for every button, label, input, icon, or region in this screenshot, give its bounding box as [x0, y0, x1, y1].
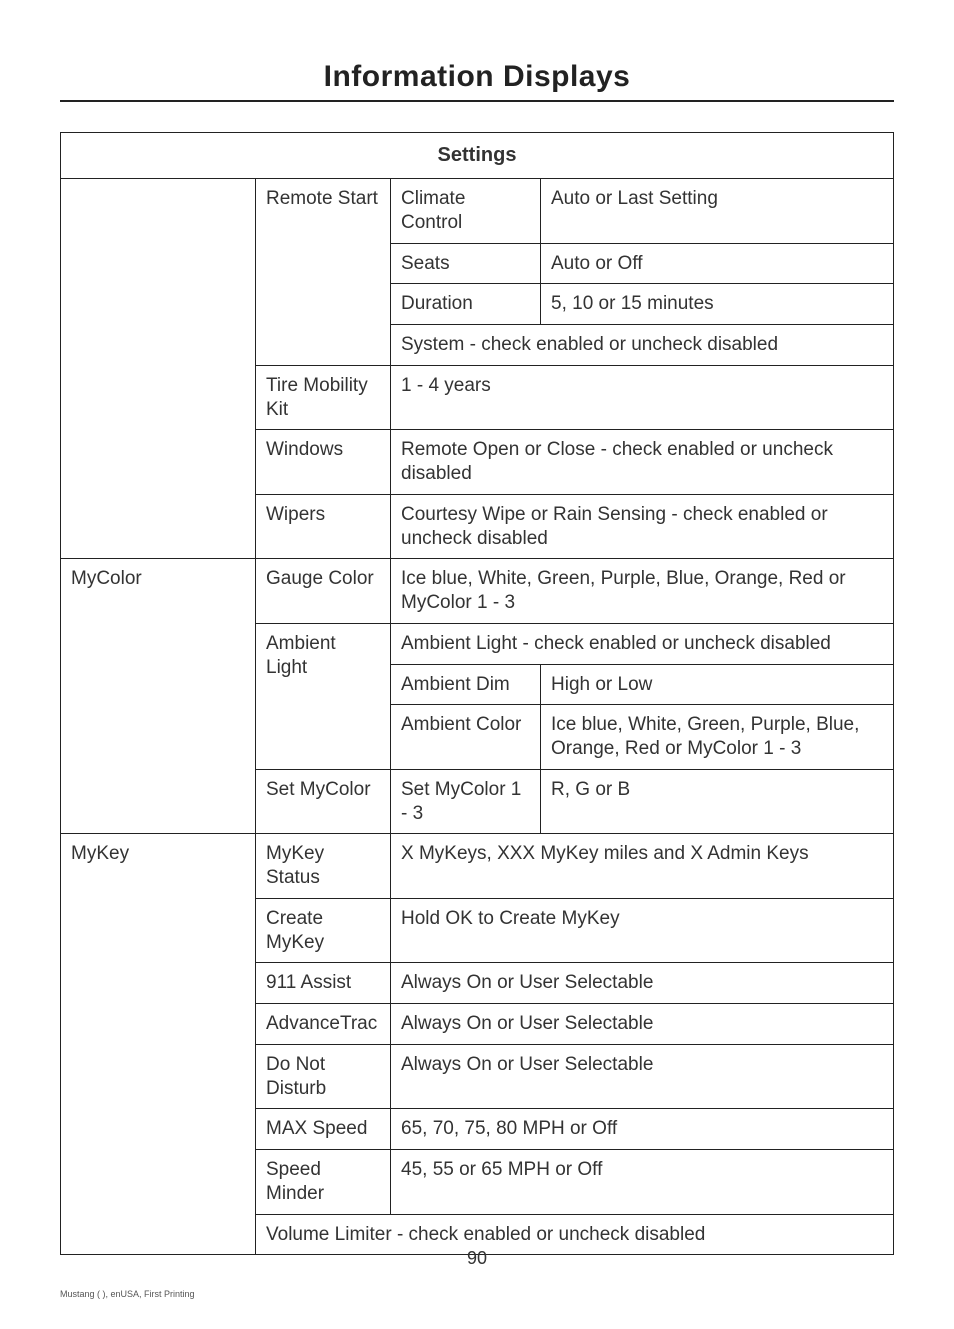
page-title: Information Displays — [60, 60, 894, 94]
table-header-row: Settings — [61, 133, 894, 179]
seats-value: Auto or Off — [541, 243, 894, 284]
wipers-label: Wipers — [256, 494, 391, 559]
climate-control-value: Auto or Last Setting — [541, 179, 894, 244]
ambient-dim-value: High or Low — [541, 664, 894, 705]
dnd-name: Do Not Disturb — [256, 1044, 391, 1109]
mykey-label: MyKey — [61, 834, 256, 1255]
mykey-status-value: X MyKeys, XXX MyKey miles and X Admin Ke… — [391, 834, 894, 899]
set-mycolor-sub: Set MyColor 1 - 3 — [391, 769, 541, 834]
ambient-light-name: Ambient Light — [256, 623, 391, 769]
assist911-name: 911 Assist — [256, 963, 391, 1004]
gauge-color-value: Ice blue, White, Green, Purple, Blue, Or… — [391, 559, 894, 624]
table-row: MyKey MyKey Status X MyKeys, XXX MyKey m… — [61, 834, 894, 899]
advancetrac-name: AdvanceTrac — [256, 1004, 391, 1045]
create-mykey-value: Hold OK to Create MyKey — [391, 898, 894, 963]
ambient-dim-name: Ambient Dim — [391, 664, 541, 705]
dnd-value: Always On or User Selectable — [391, 1044, 894, 1109]
remote-start-label: Remote Start — [256, 179, 391, 366]
assist911-value: Always On or User Selectable — [391, 963, 894, 1004]
speedminder-value: 45, 55 or 65 MPH or Off — [391, 1150, 894, 1215]
ambient-light-row: Ambient Light - check enabled or uncheck… — [391, 623, 894, 664]
windows-label: Windows — [256, 430, 391, 495]
ambient-color-name: Ambient Color — [391, 705, 541, 770]
tire-mobility-value: 1 - 4 years — [391, 365, 894, 430]
climate-control-name: Climate Control — [391, 179, 541, 244]
settings-table: Settings Remote Start Climate Control Au… — [60, 132, 894, 1255]
duration-value: 5, 10 or 15 minutes — [541, 284, 894, 325]
seats-name: Seats — [391, 243, 541, 284]
system-value: System - check enabled or uncheck disabl… — [391, 325, 894, 366]
page-number: 90 — [0, 1248, 954, 1269]
title-rule — [60, 100, 894, 102]
table-row: Remote Start Climate Control Auto or Las… — [61, 179, 894, 244]
group-blank — [61, 179, 256, 559]
gauge-color-name: Gauge Color — [256, 559, 391, 624]
set-mycolor-name: Set MyColor — [256, 769, 391, 834]
set-mycolor-value: R, G or B — [541, 769, 894, 834]
speedminder-name: Speed Minder — [256, 1150, 391, 1215]
maxspeed-value: 65, 70, 75, 80 MPH or Off — [391, 1109, 894, 1150]
create-mykey-name: Create MyKey — [256, 898, 391, 963]
wipers-value: Courtesy Wipe or Rain Sensing - check en… — [391, 494, 894, 559]
settings-header: Settings — [61, 133, 894, 179]
windows-value: Remote Open or Close - check enabled or … — [391, 430, 894, 495]
footer-note: Mustang ( ), enUSA, First Printing — [60, 1289, 195, 1299]
ambient-color-value: Ice blue, White, Green, Purple, Blue, Or… — [541, 705, 894, 770]
mycolor-label: MyColor — [61, 559, 256, 834]
duration-name: Duration — [391, 284, 541, 325]
table-row: MyColor Gauge Color Ice blue, White, Gre… — [61, 559, 894, 624]
tire-mobility-label: Tire Mobility Kit — [256, 365, 391, 430]
mykey-status-name: MyKey Status — [256, 834, 391, 899]
advancetrac-value: Always On or User Selectable — [391, 1004, 894, 1045]
maxspeed-name: MAX Speed — [256, 1109, 391, 1150]
